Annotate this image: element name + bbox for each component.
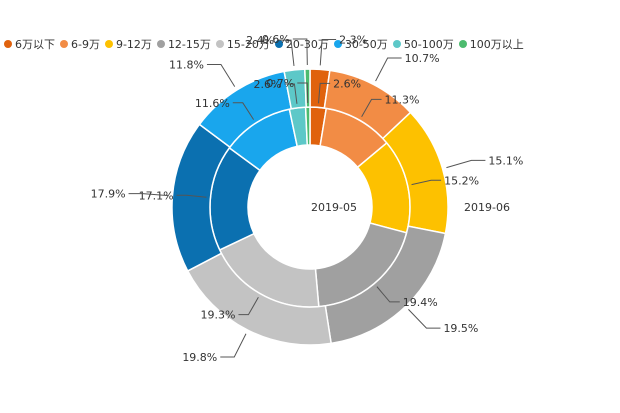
legend-swatch-icon xyxy=(458,40,467,48)
outer-label-leader-line xyxy=(319,38,337,66)
inner-data-label: 19.4% xyxy=(403,296,438,309)
legend-item[interactable]: 12-15万 xyxy=(156,36,211,52)
inner-label-leader-line xyxy=(411,179,442,186)
outer-data-label: 0.6% xyxy=(262,33,290,46)
inner-label-leader-line xyxy=(176,194,207,198)
inner-data-label: 2.6% xyxy=(253,78,281,91)
outer-data-label: 10.7% xyxy=(405,52,440,65)
inner-data-label: 15.2% xyxy=(444,174,479,187)
inner-label-leader-line xyxy=(232,102,255,120)
inner-data-label: 17.1% xyxy=(139,189,174,202)
legend-label: 30-50万 xyxy=(344,38,388,51)
legend-swatch-icon xyxy=(333,40,342,48)
inner-data-label: 11.6% xyxy=(195,97,230,110)
inner-data-label: 19.3% xyxy=(200,309,235,322)
legend-swatch-icon xyxy=(4,40,12,48)
legend-item[interactable]: 6万以下 xyxy=(4,36,55,52)
outer-data-label: 17.9% xyxy=(91,188,126,201)
outer-label-leader-line xyxy=(292,38,308,66)
inner-label-leader-line xyxy=(238,297,259,316)
outer-label-leader-line xyxy=(408,309,441,329)
outer-ring-title: 2019-06 xyxy=(464,201,510,214)
legend-swatch-icon xyxy=(156,40,165,48)
outer-data-label: 19.5% xyxy=(443,322,478,335)
legend-label: 100万以上 xyxy=(469,38,524,51)
legend-item[interactable]: 30-50万 xyxy=(333,36,388,52)
inner-label-leader-line xyxy=(297,82,309,104)
legend-label: 12-15万 xyxy=(167,38,211,51)
legend-label: 50-100万 xyxy=(403,38,454,51)
outer-label-leader-line xyxy=(220,333,247,358)
legend-label: 15-20万 xyxy=(226,38,270,51)
legend-item[interactable]: 6-9万 xyxy=(60,36,100,52)
legend-item[interactable]: 9-12万 xyxy=(104,36,152,52)
outer-label-leader-line xyxy=(446,159,486,169)
inner-label-leader-line xyxy=(376,286,400,303)
outer-data-label: 15.1% xyxy=(488,154,523,167)
inner-label-leader-line xyxy=(318,82,331,104)
legend-swatch-icon xyxy=(215,40,224,48)
inner-label-leader-line xyxy=(361,98,382,117)
legend-item[interactable]: 100万以上 xyxy=(458,36,524,52)
legend-swatch-icon xyxy=(274,40,283,48)
inner-data-label: 0.7% xyxy=(266,77,294,90)
outer-label-leader-line xyxy=(128,193,169,197)
outer-data-label: 11.8% xyxy=(169,59,204,72)
inner-data-label: 11.3% xyxy=(385,93,420,106)
outer-data-label: 2.3% xyxy=(339,33,367,46)
outer-label-leader-line xyxy=(277,39,295,66)
legend-swatch-icon xyxy=(60,40,68,48)
inner-label-leader-line xyxy=(284,83,298,104)
inner-data-label: 2.6% xyxy=(333,77,361,90)
legend-swatch-icon xyxy=(392,40,401,48)
legend-label: 6-9万 xyxy=(71,38,100,51)
outer-label-leader-line xyxy=(375,57,402,82)
outer-label-leader-line xyxy=(206,64,236,87)
legend-item[interactable]: 50-100万 xyxy=(392,36,454,52)
outer-data-label: 19.8% xyxy=(182,351,217,364)
legend-label: 6万以下 xyxy=(15,38,55,51)
inner-ring-title: 2019-05 xyxy=(311,201,357,214)
legend-label: 9-12万 xyxy=(115,38,152,51)
outer-data-label: 2.4% xyxy=(246,34,274,47)
legend-swatch-icon xyxy=(104,40,113,48)
chart-legend: 6万以下 6-9万 9-12万 12-15万 15-20万 20-30万 30-50万 50-… xyxy=(4,36,620,52)
legend-item[interactable]: 15-20万 xyxy=(215,36,270,52)
